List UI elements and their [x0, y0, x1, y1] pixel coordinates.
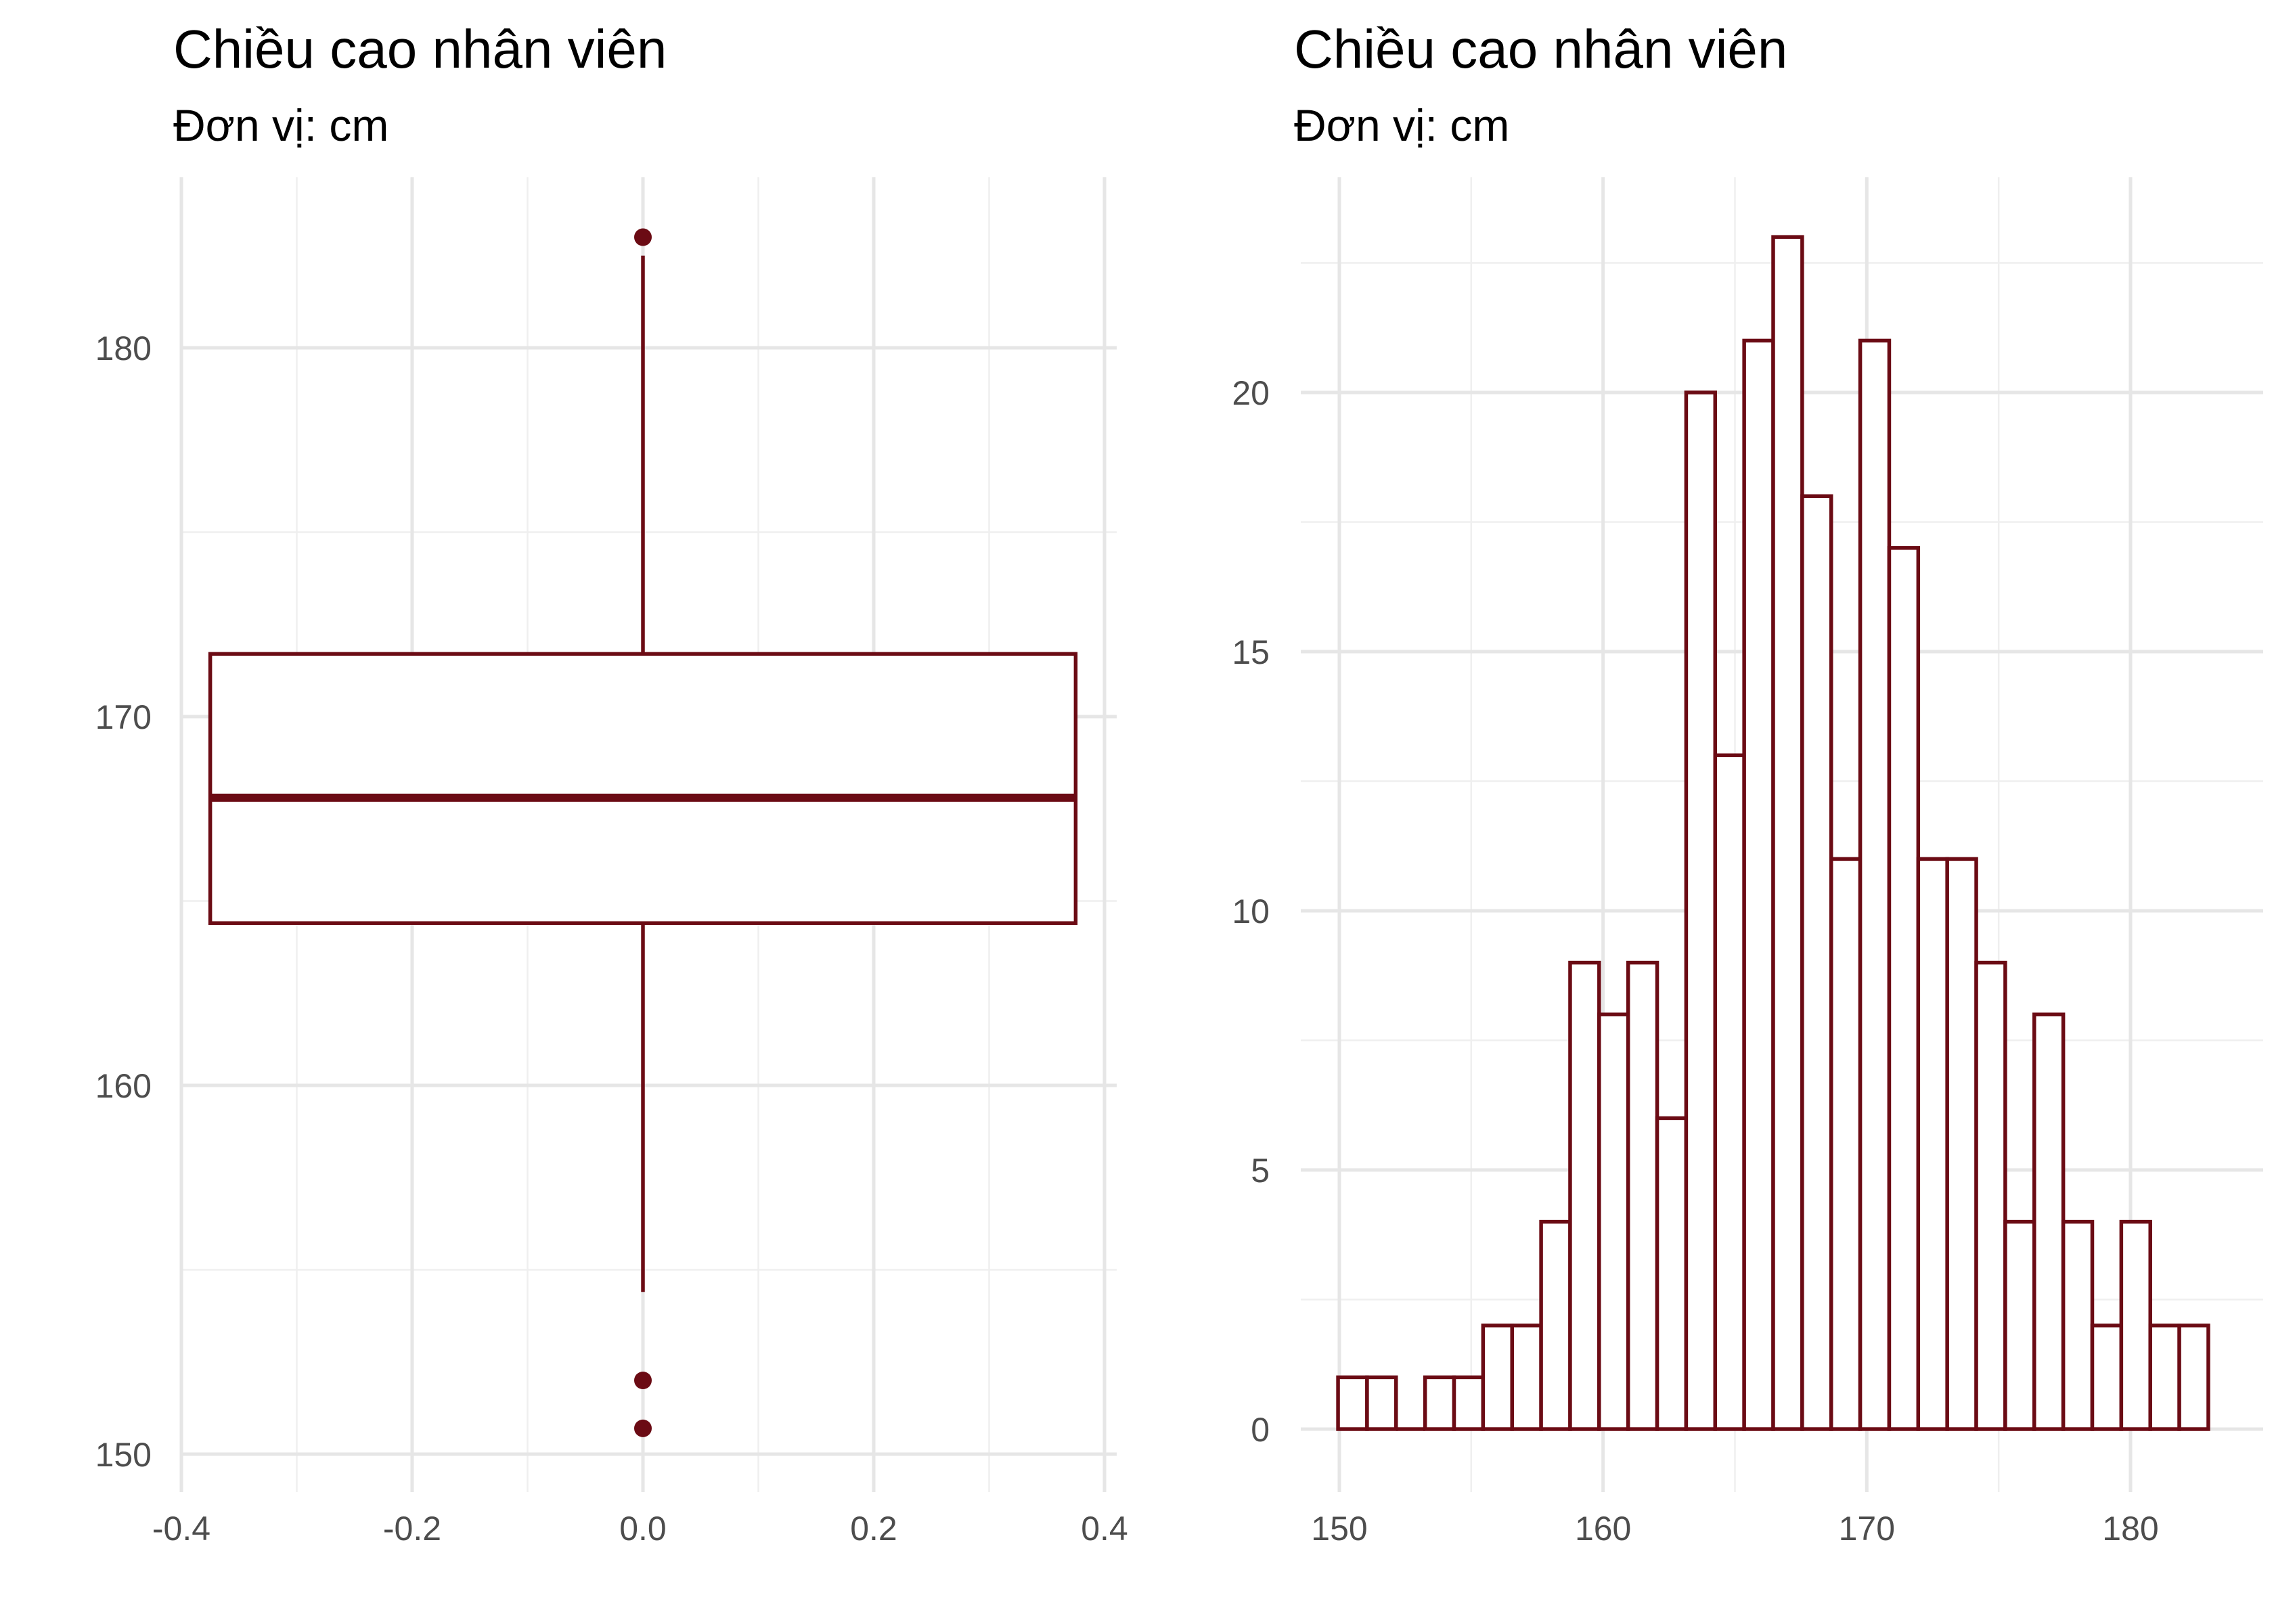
histogram-subtitle: Đơn vị: cm: [1294, 100, 1509, 150]
histogram-bar: [1423, 1375, 1456, 1431]
x-tick-label: 0.0: [619, 1510, 667, 1548]
histogram-bar: [2032, 1012, 2066, 1431]
x-tick-label: 170: [1839, 1510, 1895, 1548]
histogram-tick-labels: 150 160 170 180 0 5 10 15 20: [1232, 374, 2158, 1548]
histogram-bar: [2090, 1324, 2124, 1431]
x-tick-label: -0.2: [383, 1510, 441, 1548]
y-tick-label: 0: [1251, 1411, 1270, 1449]
histogram-bar: [1510, 1324, 1543, 1431]
histogram-bar: [2177, 1324, 2210, 1431]
y-tick-label: 180: [95, 330, 152, 367]
outlier-point: [634, 228, 652, 246]
histogram-bar: [1974, 960, 2007, 1431]
x-tick-label: 0.2: [850, 1510, 897, 1548]
outlier-point: [634, 1419, 652, 1437]
histogram-bar: [1481, 1324, 1514, 1431]
histogram-bar: [1365, 1375, 1398, 1431]
boxplot-marks: [208, 228, 1078, 1437]
histogram-bar: [1655, 1116, 1689, 1431]
y-tick-label: 170: [95, 698, 152, 736]
histogram-bar: [1945, 857, 1978, 1431]
histogram-title: Chiều cao nhân viên: [1294, 19, 1787, 79]
histogram-bar: [2148, 1324, 2181, 1431]
outlier-point: [634, 1372, 652, 1389]
histogram-bar: [1742, 338, 1775, 1431]
histogram-bar: [1597, 1012, 1630, 1431]
x-tick-label: -0.4: [152, 1510, 210, 1548]
y-tick-label: 10: [1232, 893, 1270, 930]
y-tick-label: 20: [1232, 374, 1270, 412]
x-tick-label: 150: [1311, 1510, 1367, 1548]
x-tick-label: 180: [2102, 1510, 2158, 1548]
histogram-bar: [1800, 494, 1833, 1431]
histogram-bar: [1452, 1375, 1486, 1431]
boxplot-tick-labels: -0.4 -0.2 0.0 0.2 0.4 150 160 170 180: [95, 330, 1128, 1548]
histogram-bar: [1684, 390, 1718, 1431]
boxplot-panel: Chiều cao nhân viên Đơn vị: cm -0.4 -0.2 0…: [95, 19, 1128, 1548]
histogram-bar: [1858, 338, 1892, 1431]
histogram-bar: [1916, 857, 1949, 1431]
histogram-bar: [1568, 960, 1601, 1431]
histogram-bar: [2003, 1219, 2036, 1431]
histogram-bars: [1336, 235, 2210, 1431]
y-tick-label: 5: [1251, 1152, 1270, 1190]
x-tick-label: 160: [1575, 1510, 1631, 1548]
histogram-bar: [2119, 1219, 2152, 1431]
histogram-bar: [1713, 753, 1746, 1431]
histogram-bar: [1771, 235, 1804, 1431]
boxplot-subtitle: Đơn vị: cm: [173, 100, 388, 150]
y-tick-label: 150: [95, 1436, 152, 1474]
histogram-bar: [1626, 960, 1659, 1431]
histogram-bar: [1539, 1219, 1572, 1431]
histogram-panel: Chiều cao nhân viên Đơn vị: cm 150 160 170…: [1232, 19, 2263, 1548]
boxplot-title: Chiều cao nhân viên: [173, 19, 667, 79]
iqr-box: [208, 652, 1078, 925]
histogram-bar: [1829, 857, 1863, 1431]
histogram-bar: [1336, 1375, 1369, 1431]
histogram-bar: [2061, 1219, 2095, 1431]
y-tick-label: 15: [1232, 633, 1270, 671]
x-tick-label: 0.4: [1081, 1510, 1128, 1548]
histogram-bar: [1887, 546, 1921, 1431]
y-tick-label: 160: [95, 1067, 152, 1105]
